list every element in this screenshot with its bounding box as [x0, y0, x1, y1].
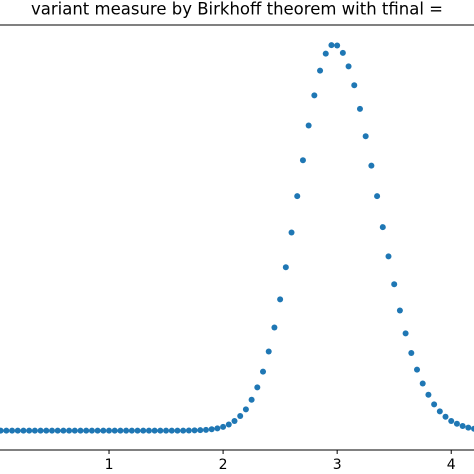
point — [471, 425, 474, 432]
point — [408, 350, 415, 357]
point — [419, 380, 426, 387]
point — [425, 391, 432, 398]
point — [191, 427, 198, 434]
point — [20, 427, 27, 434]
point — [134, 427, 141, 434]
point — [391, 281, 398, 288]
point — [448, 418, 455, 425]
point — [271, 324, 278, 331]
point — [225, 421, 232, 428]
point — [208, 426, 215, 433]
point — [351, 82, 358, 89]
point — [106, 427, 113, 434]
x-tick-label: 4 — [447, 457, 456, 473]
point — [254, 384, 261, 391]
point — [442, 413, 449, 420]
point — [374, 193, 381, 200]
point — [48, 427, 55, 434]
point — [328, 42, 335, 49]
x-tick-label: 1 — [105, 457, 114, 473]
point — [185, 427, 192, 434]
point — [60, 427, 67, 434]
point — [277, 296, 284, 303]
point — [362, 133, 369, 140]
point — [265, 348, 272, 355]
point — [128, 427, 135, 434]
point — [385, 253, 392, 260]
point — [311, 92, 318, 99]
point — [123, 427, 130, 434]
point — [237, 413, 244, 419]
point — [14, 427, 21, 434]
point — [3, 427, 10, 434]
point — [140, 427, 147, 434]
point — [248, 396, 255, 403]
point — [111, 427, 118, 434]
point — [339, 49, 346, 56]
point — [54, 427, 61, 434]
point — [43, 427, 50, 434]
point — [368, 162, 375, 169]
point — [231, 418, 238, 425]
point — [83, 427, 90, 434]
point — [453, 420, 460, 427]
point — [0, 427, 4, 434]
point — [299, 157, 306, 164]
point — [288, 229, 295, 236]
point — [168, 427, 175, 434]
point — [459, 423, 466, 430]
point — [214, 425, 221, 432]
point — [31, 427, 38, 434]
point — [117, 427, 124, 434]
point — [356, 105, 363, 112]
point — [242, 406, 249, 413]
point — [282, 264, 289, 271]
point — [197, 427, 204, 434]
point — [94, 427, 101, 434]
point — [100, 427, 107, 434]
x-tick-label: 2 — [219, 457, 228, 473]
point — [379, 224, 386, 231]
point — [9, 427, 16, 434]
point — [334, 42, 341, 49]
point — [402, 330, 409, 337]
point — [174, 427, 181, 434]
point — [220, 423, 227, 430]
point — [202, 426, 209, 433]
point — [88, 427, 95, 434]
point — [414, 366, 421, 373]
point — [436, 408, 443, 415]
point — [431, 401, 438, 408]
point — [26, 427, 33, 434]
point — [294, 193, 301, 200]
point — [396, 307, 403, 314]
point — [151, 427, 158, 434]
point — [163, 427, 170, 434]
point — [157, 427, 164, 434]
point — [66, 427, 73, 434]
point — [145, 427, 152, 434]
point — [317, 67, 324, 74]
point — [322, 50, 329, 57]
point — [71, 427, 78, 434]
point — [345, 63, 352, 70]
point — [305, 122, 312, 129]
point — [260, 368, 267, 375]
chart-title: variant measure by Birkhoff theorem with… — [31, 0, 443, 19]
point — [37, 427, 44, 434]
point — [465, 424, 472, 431]
point — [77, 427, 84, 434]
point — [180, 427, 187, 434]
x-tick-label: 3 — [333, 457, 342, 473]
